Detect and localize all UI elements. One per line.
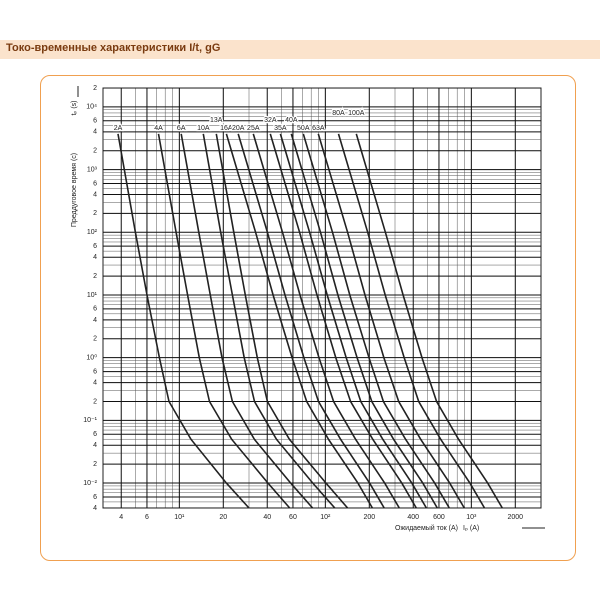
- y-tick-label: 10¹: [87, 292, 98, 299]
- y-tick-label: 4: [93, 442, 97, 449]
- series-label: 20A: [232, 125, 245, 132]
- fuse-curve: [337, 133, 486, 508]
- y-tick-label: 6: [93, 306, 97, 313]
- y-tick-label: 10²: [87, 229, 98, 236]
- fuse-curve: [202, 133, 336, 508]
- x-tick-label: 4: [119, 514, 123, 521]
- y-tick-label: 6: [93, 368, 97, 375]
- y-tick-label: 2: [93, 85, 97, 92]
- x-tick-label: 10¹: [174, 514, 185, 521]
- fuse-curve: [117, 133, 250, 508]
- fuse-curve: [290, 133, 438, 508]
- fuse-curve: [180, 133, 314, 508]
- y-tick-label: 4: [93, 379, 97, 386]
- fuse-curve: [237, 133, 385, 508]
- series-label: 100A: [348, 110, 365, 117]
- header-bar: Токо-временные характеристики I/t, gG: [0, 40, 600, 59]
- x-tick-label: 10³: [466, 514, 477, 521]
- y-tick-label: 4: [93, 505, 97, 512]
- x-tick-label: 10²: [320, 514, 331, 521]
- y-tick-label: 4: [93, 191, 97, 198]
- x-axis-label: Ожидаемый ток (А): [395, 524, 458, 532]
- fuse-curve: [355, 133, 503, 508]
- series-label: 13A: [210, 117, 223, 124]
- series-label: 2A: [114, 125, 123, 132]
- x-tick-label: 6: [145, 514, 149, 521]
- fuse-curve: [252, 133, 400, 508]
- series-label: 4A: [154, 125, 163, 132]
- y-axis-symbol: tₚ (s): [71, 100, 78, 115]
- y-tick-label: 10³: [87, 166, 98, 173]
- x-tick-label: 40: [263, 514, 271, 521]
- series-label: 6A: [177, 125, 186, 132]
- y-tick-label: 4: [93, 254, 97, 261]
- fuse-curve: [225, 133, 374, 508]
- series-label: 40A: [285, 117, 298, 124]
- fuse-curve: [215, 133, 349, 508]
- series-label: 10A: [197, 125, 210, 132]
- y-tick-label: 2: [93, 398, 97, 405]
- y-tick-label: 2: [93, 148, 97, 155]
- y-tick-label: 2: [93, 336, 97, 343]
- y-tick-label: 6: [93, 494, 97, 501]
- y-tick-label: 6: [93, 243, 97, 250]
- y-tick-label: 6: [93, 180, 97, 187]
- x-tick-label: 400: [407, 514, 419, 521]
- y-tick-label: 10⁰: [86, 354, 97, 362]
- y-tick-label: 2: [93, 273, 97, 280]
- series-label: 16A: [220, 125, 233, 132]
- fuse-curve: [157, 133, 291, 508]
- fuse-curve: [279, 133, 428, 508]
- series-label: 32A: [264, 117, 277, 124]
- y-tick-label: 2: [93, 210, 97, 217]
- x-tick-label: 20: [219, 514, 227, 521]
- x-tick-label: 200: [363, 514, 375, 521]
- series-label: 63A: [312, 125, 325, 132]
- fuse-curve: [302, 133, 450, 508]
- series-label: 80A: [332, 110, 345, 117]
- y-tick-label: 4: [93, 317, 97, 324]
- fuse-curve: [269, 133, 417, 508]
- y-tick-label: 4: [93, 129, 97, 136]
- fuse-curve: [317, 133, 465, 508]
- series-label: 25A: [247, 125, 260, 132]
- y-axis-label: Преддуговое время (с): [71, 153, 78, 227]
- series-label: 50A: [297, 125, 310, 132]
- y-tick-label: 10⁻¹: [83, 417, 97, 424]
- x-tick-label: 2000: [508, 514, 524, 521]
- series-label: 35A: [274, 125, 287, 132]
- y-tick-label: 2: [93, 461, 97, 468]
- y-tick-label: 6: [93, 431, 97, 438]
- y-tick-label: 10⁻²: [83, 480, 97, 487]
- x-axis-symbol: Iₚ (A): [463, 525, 479, 532]
- y-tick-label: 10⁴: [86, 104, 97, 111]
- x-tick-label: 600: [433, 514, 445, 521]
- chart-title: Токо-временные характеристики I/t, gG: [6, 42, 221, 54]
- frame: [40, 75, 576, 561]
- y-tick-label: 6: [93, 118, 97, 125]
- x-tick-label: 60: [289, 514, 297, 521]
